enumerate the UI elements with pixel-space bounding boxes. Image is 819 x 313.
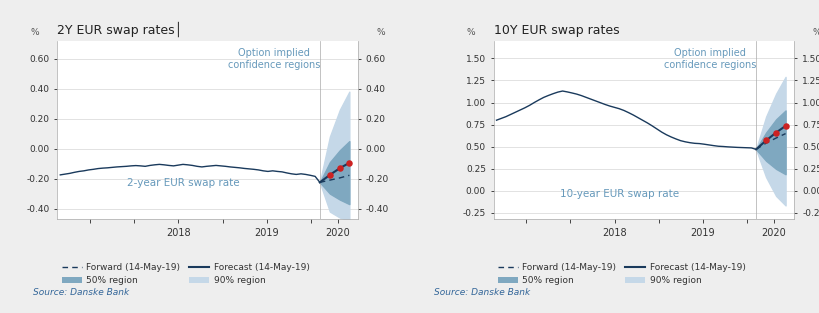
Point [324,172,337,177]
Text: 2Y EUR swap rates│: 2Y EUR swap rates│ [57,22,183,37]
Point [770,130,783,135]
Text: 2-year EUR swap rate: 2-year EUR swap rate [128,178,240,188]
Text: 10Y EUR swap rates: 10Y EUR swap rates [494,24,619,37]
Point [779,123,792,128]
Point [333,166,346,171]
Text: %: % [467,28,476,37]
Point [343,160,356,165]
Text: %: % [30,28,39,37]
Text: 10-year EUR swap rate: 10-year EUR swap rate [560,189,680,199]
Legend: Forward (14-May-19), 50% region, Forecast (14-May-19), 90% region: Forward (14-May-19), 50% region, Forecas… [62,263,310,285]
Text: Option implied
confidence regions: Option implied confidence regions [228,48,320,70]
Text: Option implied
confidence regions: Option implied confidence regions [664,48,757,70]
Text: Source: Danske Bank: Source: Danske Bank [434,288,531,297]
Point [759,138,772,143]
Text: %: % [376,28,385,37]
Text: Source: Danske Bank: Source: Danske Bank [33,288,129,297]
Text: %: % [812,28,819,37]
Legend: Forward (14-May-19), 50% region, Forecast (14-May-19), 90% region: Forward (14-May-19), 50% region, Forecas… [498,263,746,285]
